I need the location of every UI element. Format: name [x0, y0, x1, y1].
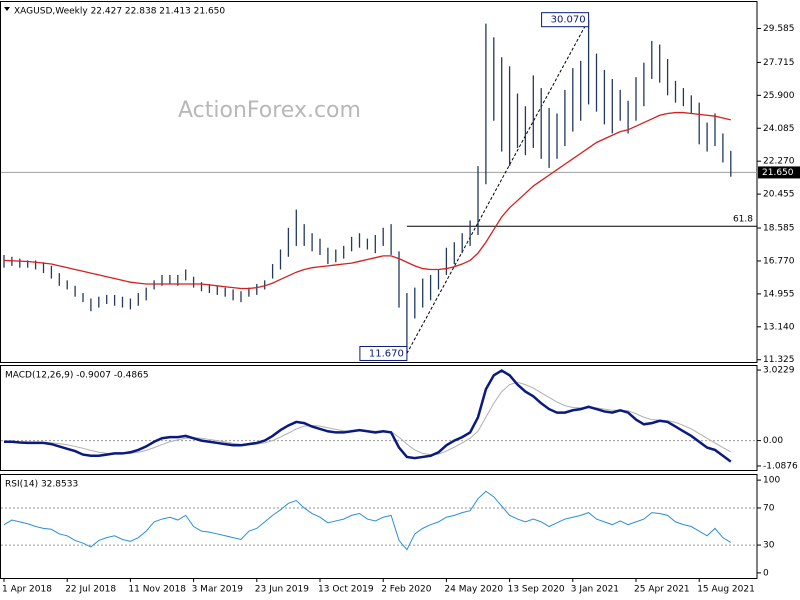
x-tick-label: 13 Sep 2020	[508, 585, 565, 595]
y-tick-label: 25.900	[763, 91, 795, 101]
x-tick-label: 1 Apr 2018	[2, 585, 52, 595]
y-tick-label: 11.325	[763, 355, 795, 365]
y-tick-label: 22.270	[763, 157, 795, 167]
trough-label-box	[359, 345, 408, 361]
x-tick-label: 24 May 2020	[444, 585, 503, 595]
y-tick-label: 27.715	[763, 58, 795, 68]
indicator-line	[3, 490, 732, 551]
peak-label: 30.070	[551, 15, 586, 26]
indicator-line	[4, 369, 732, 463]
fib-label: 61.8	[733, 215, 753, 225]
panel-title: RSI(14) 32.8533	[5, 480, 78, 490]
last-price-label: 21.650	[762, 168, 794, 178]
x-tick-label: 15 Aug 2021	[697, 585, 755, 595]
panel	[0, 1, 758, 363]
trough-label: 11.670	[369, 348, 404, 359]
x-tick-label: 23 Jun 2019	[255, 585, 309, 595]
x-tick-label: 2 Feb 2020	[381, 585, 432, 595]
y-tick-label: 14.955	[763, 289, 795, 299]
y-tick-label: 0.00	[763, 436, 783, 446]
y-tick-label: 70	[763, 503, 775, 513]
watermark: ActionForex.com	[178, 98, 361, 123]
y-tick-label: 100	[763, 476, 780, 486]
y-tick-label: 0	[763, 568, 769, 578]
y-tick-label: 3.0229	[763, 366, 795, 376]
y-tick-label: 20.455	[763, 190, 795, 200]
x-tick-label: 3 Jan 2021	[571, 585, 619, 595]
x-tick-label: 3 Mar 2019	[192, 585, 244, 595]
y-tick-label: 13.140	[763, 322, 795, 332]
peak-label-box	[541, 12, 590, 28]
panel-title: MACD(12,26,9) -0.9007 -0.4865	[5, 371, 149, 381]
y-tick-label: 30	[763, 541, 775, 551]
x-tick-label: 22 Jul 2018	[65, 585, 116, 595]
x-tick-label: 25 Apr 2021	[634, 585, 690, 595]
moving-average	[3, 111, 731, 290]
y-tick-label: 24.085	[763, 124, 795, 134]
last-price-box	[758, 166, 800, 179]
y-tick-label: -1.0876	[763, 461, 798, 471]
x-tick-label: 13 Oct 2019	[318, 585, 374, 595]
panel-title: XAGUSD,Weekly 22.427 22.838 21.413 21.65…	[14, 7, 225, 17]
symbol-icon	[4, 7, 10, 11]
y-tick-label: 18.585	[763, 224, 795, 234]
x-tick-label: 11 Nov 2018	[128, 585, 186, 595]
y-tick-label: 16.770	[763, 256, 795, 266]
trend-line	[406, 19, 590, 354]
y-tick-label: 29.585	[763, 24, 795, 34]
panel	[0, 474, 758, 579]
